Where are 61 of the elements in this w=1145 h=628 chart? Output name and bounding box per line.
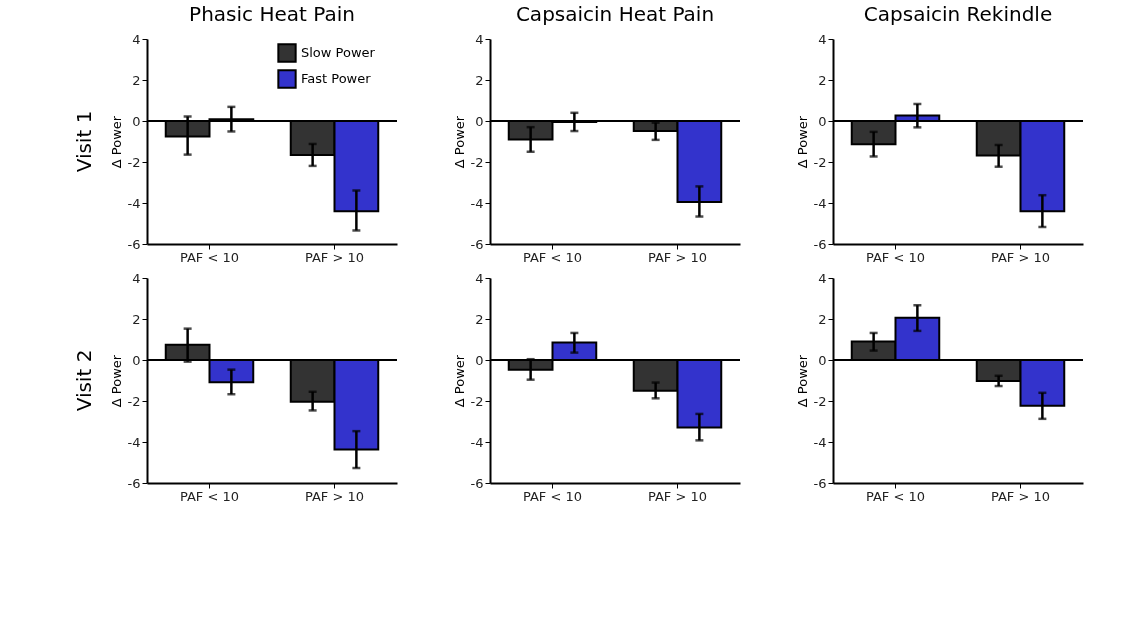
y-tick-label: -2 xyxy=(470,393,484,409)
y-tick-label: 4 xyxy=(818,31,827,47)
y-tick-label: 2 xyxy=(818,311,827,327)
y-tick-label: -6 xyxy=(127,236,141,252)
y-axis-title: Δ Power xyxy=(451,354,467,408)
y-tick-label: -6 xyxy=(813,475,827,491)
y-tick-label: -6 xyxy=(127,475,141,491)
y-tick-label: -2 xyxy=(127,393,141,409)
y-tick-label: 0 xyxy=(818,113,827,129)
y-tick-label: -6 xyxy=(813,236,827,252)
y-tick-label: -6 xyxy=(470,236,484,252)
y-tick-label: 0 xyxy=(475,113,484,129)
x-tick-label: PAF > 10 xyxy=(990,488,1051,504)
legend-label: Fast Power xyxy=(301,71,372,86)
x-tick-label: PAF > 10 xyxy=(304,249,365,265)
chart-title: Capsaicin Rekindle xyxy=(863,2,1053,26)
text: Visit 2 xyxy=(72,349,96,412)
y-tick-label: 2 xyxy=(475,72,484,88)
x-tick-label: PAF < 10 xyxy=(179,249,240,265)
y-tick-label: 0 xyxy=(132,113,141,129)
y-tick-label: 4 xyxy=(475,270,484,286)
chart-title: Phasic Heat Pain xyxy=(189,2,355,26)
x-tick-label: PAF < 10 xyxy=(865,488,926,504)
x-tick-label: PAF < 10 xyxy=(522,488,583,504)
x-tick-label: PAF > 10 xyxy=(647,249,708,265)
y-axis-title: Δ Power xyxy=(451,115,467,169)
y-tick-label: -2 xyxy=(470,154,484,170)
y-axis-title: Δ Power xyxy=(794,115,810,169)
y-tick-label: 2 xyxy=(818,72,827,88)
y-tick-label: -4 xyxy=(470,195,484,211)
x-tick-label: PAF < 10 xyxy=(179,488,240,504)
y-axis-title: Δ Power xyxy=(794,354,810,408)
y-tick-label: 0 xyxy=(818,352,827,368)
x-tick-label: PAF > 10 xyxy=(990,249,1051,265)
y-tick-label: 4 xyxy=(818,270,827,286)
y-axis-title: Δ Power xyxy=(108,115,124,169)
y-tick-label: -4 xyxy=(813,195,827,211)
y-tick-label: 2 xyxy=(475,311,484,327)
y-tick-label: -2 xyxy=(813,154,827,170)
y-tick-label: -2 xyxy=(127,154,141,170)
y-tick-label: -4 xyxy=(127,195,141,211)
y-tick-label: 0 xyxy=(475,352,484,368)
y-tick-label: -2 xyxy=(813,393,827,409)
y-tick-label: -4 xyxy=(470,434,484,450)
y-tick-label: 2 xyxy=(132,311,141,327)
y-tick-label: 2 xyxy=(132,72,141,88)
x-tick-label: PAF > 10 xyxy=(647,488,708,504)
y-tick-label: 4 xyxy=(132,270,141,286)
y-axis-title: Δ Power xyxy=(108,354,124,408)
y-tick-label: 4 xyxy=(475,31,484,47)
x-tick-label: PAF > 10 xyxy=(304,488,365,504)
chart-title: Capsaicin Heat Pain xyxy=(515,2,715,26)
text: Visit 1 xyxy=(72,110,96,173)
y-tick-label: -4 xyxy=(127,434,141,450)
legend-label: Slow Power xyxy=(301,45,376,60)
y-tick-label: -4 xyxy=(813,434,827,450)
y-tick-label: 0 xyxy=(132,352,141,368)
y-tick-label: -6 xyxy=(470,475,484,491)
x-tick-label: PAF < 10 xyxy=(522,249,583,265)
x-tick-label: PAF < 10 xyxy=(865,249,926,265)
y-tick-label: 4 xyxy=(132,31,141,47)
